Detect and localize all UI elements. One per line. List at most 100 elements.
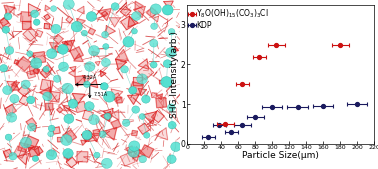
Polygon shape <box>42 65 52 74</box>
Polygon shape <box>33 67 40 74</box>
Circle shape <box>101 58 110 67</box>
Circle shape <box>3 86 12 95</box>
Polygon shape <box>132 130 138 136</box>
Circle shape <box>43 66 49 72</box>
Polygon shape <box>14 60 19 64</box>
Polygon shape <box>29 146 40 157</box>
Circle shape <box>129 87 137 94</box>
Polygon shape <box>135 1 143 10</box>
Polygon shape <box>110 110 119 120</box>
Polygon shape <box>7 81 19 92</box>
Circle shape <box>33 19 40 25</box>
Polygon shape <box>26 70 36 79</box>
Circle shape <box>121 66 129 73</box>
Circle shape <box>161 77 172 87</box>
Circle shape <box>7 113 17 122</box>
Circle shape <box>46 49 57 58</box>
Polygon shape <box>45 5 50 11</box>
Polygon shape <box>101 112 110 122</box>
Polygon shape <box>82 76 91 83</box>
Circle shape <box>10 94 19 103</box>
Circle shape <box>132 12 141 20</box>
Polygon shape <box>153 16 158 22</box>
Circle shape <box>129 141 140 151</box>
Circle shape <box>103 44 109 49</box>
Polygon shape <box>90 133 101 142</box>
Polygon shape <box>140 145 154 158</box>
Circle shape <box>71 21 82 32</box>
Polygon shape <box>0 17 9 26</box>
Circle shape <box>144 132 150 138</box>
Polygon shape <box>138 88 146 96</box>
Circle shape <box>171 142 181 151</box>
Circle shape <box>104 91 115 102</box>
Circle shape <box>99 131 106 138</box>
Polygon shape <box>54 46 62 53</box>
Polygon shape <box>82 110 93 121</box>
Polygon shape <box>133 6 145 18</box>
Polygon shape <box>173 47 178 51</box>
Circle shape <box>101 83 108 90</box>
Polygon shape <box>133 147 145 158</box>
Polygon shape <box>143 112 156 124</box>
Polygon shape <box>50 42 58 50</box>
Polygon shape <box>40 68 51 78</box>
Polygon shape <box>93 129 100 136</box>
Circle shape <box>85 102 94 111</box>
Polygon shape <box>89 80 98 88</box>
Circle shape <box>5 134 12 140</box>
Circle shape <box>150 39 158 47</box>
Text: 7.51Å: 7.51Å <box>93 92 108 97</box>
Polygon shape <box>66 16 73 23</box>
X-axis label: Particle Size(μm): Particle Size(μm) <box>242 151 319 160</box>
Polygon shape <box>24 136 39 150</box>
Polygon shape <box>17 153 29 165</box>
Circle shape <box>2 26 9 33</box>
Polygon shape <box>133 77 142 86</box>
Polygon shape <box>53 34 63 44</box>
Polygon shape <box>77 18 85 27</box>
Polygon shape <box>70 66 76 72</box>
Circle shape <box>111 3 119 10</box>
Polygon shape <box>95 62 100 66</box>
Polygon shape <box>76 26 82 30</box>
Circle shape <box>163 60 172 68</box>
Polygon shape <box>102 11 108 17</box>
Polygon shape <box>85 131 98 142</box>
Polygon shape <box>112 93 121 101</box>
Circle shape <box>28 123 36 131</box>
Circle shape <box>0 65 8 72</box>
Circle shape <box>82 130 92 140</box>
Circle shape <box>132 28 137 34</box>
Polygon shape <box>64 106 70 111</box>
Polygon shape <box>116 59 127 70</box>
Polygon shape <box>128 150 140 161</box>
Circle shape <box>33 156 39 161</box>
Circle shape <box>168 29 175 35</box>
Circle shape <box>166 48 176 57</box>
Polygon shape <box>159 80 163 84</box>
Polygon shape <box>105 26 115 36</box>
Polygon shape <box>120 152 135 166</box>
Polygon shape <box>35 30 43 37</box>
Circle shape <box>51 24 61 33</box>
Circle shape <box>85 62 95 71</box>
Circle shape <box>101 158 112 168</box>
Polygon shape <box>70 47 84 59</box>
Circle shape <box>59 62 68 71</box>
Polygon shape <box>77 6 84 14</box>
Polygon shape <box>33 52 46 63</box>
Polygon shape <box>156 128 168 140</box>
Polygon shape <box>88 28 95 35</box>
Circle shape <box>31 10 39 18</box>
Circle shape <box>168 121 176 129</box>
Circle shape <box>68 99 78 108</box>
Polygon shape <box>53 127 60 134</box>
Polygon shape <box>18 142 28 152</box>
Y-axis label: SHG Intensity(arb.): SHG Intensity(arb.) <box>170 31 180 118</box>
Polygon shape <box>138 59 149 69</box>
Circle shape <box>167 104 175 111</box>
Polygon shape <box>67 41 72 46</box>
Polygon shape <box>104 127 117 140</box>
Circle shape <box>4 13 12 20</box>
